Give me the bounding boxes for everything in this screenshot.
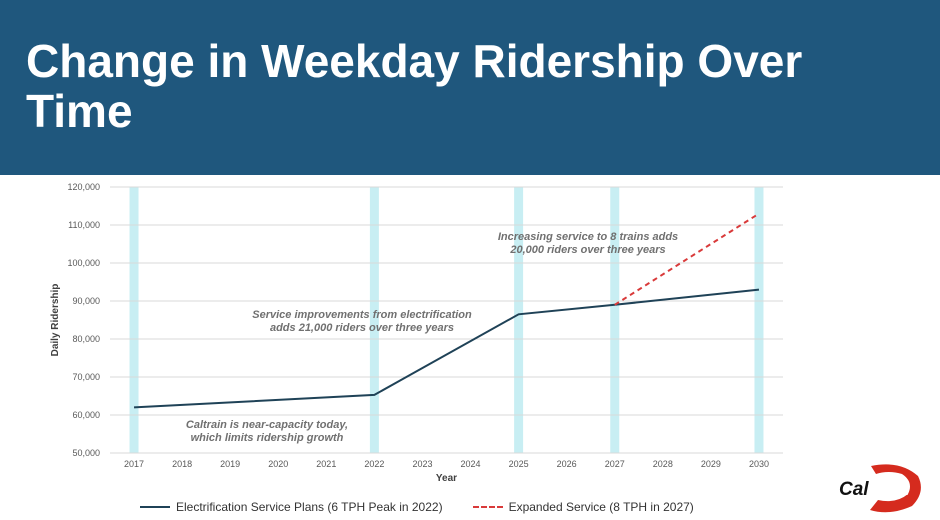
x-tick-label: 2020	[268, 459, 288, 469]
annotation-text: Caltrain is near-capacity today,	[186, 419, 348, 431]
title-banner: Change in Weekday Ridership Over Time	[0, 0, 940, 175]
x-tick-label: 2027	[605, 459, 625, 469]
y-tick-label: 100,000	[67, 258, 100, 268]
y-tick-label: 50,000	[72, 448, 100, 458]
highlight-column-2027	[610, 187, 620, 453]
page-title: Change in Weekday Ridership Over Time	[26, 35, 803, 137]
annotation-text: Increasing service to 8 trains adds	[498, 231, 678, 243]
y-tick-label: 70,000	[72, 372, 100, 382]
legend-label-electrification: Electrification Service Plans (6 TPH Pea…	[176, 500, 443, 514]
logo-red-shape	[870, 464, 921, 513]
highlight-column-2030	[754, 187, 764, 453]
x-tick-label: 2029	[701, 459, 721, 469]
logo-text: Caltrain	[839, 479, 910, 500]
series-line-electrification	[133, 288, 760, 409]
x-tick-label: 2028	[653, 459, 673, 469]
y-tick-label: 80,000	[72, 334, 100, 344]
x-tick-label: 2024	[461, 459, 481, 469]
highlight-column-2025	[514, 187, 524, 453]
x-tick-label: 2021	[316, 459, 336, 469]
x-axis-label: Year	[436, 473, 457, 484]
legend-item-expanded: Expanded Service (8 TPH in 2027)	[472, 500, 694, 514]
legend-swatch-solid-line	[140, 506, 170, 508]
x-tick-label: 2025	[509, 459, 529, 469]
x-tick-label: 2018	[172, 459, 192, 469]
x-tick-label: 2030	[749, 459, 769, 469]
highlight-column-2022	[369, 187, 379, 453]
x-tick-label: 2017	[124, 459, 144, 469]
caltrain-logo: Caltrain	[839, 464, 921, 513]
series-line-expanded	[614, 212, 760, 306]
annotation-text: Service improvements from electrificatio…	[252, 309, 472, 321]
legend-label-expanded: Expanded Service (8 TPH in 2027)	[508, 500, 694, 514]
legend-swatch-dashed-line	[472, 506, 503, 508]
y-tick-label: 120,000	[67, 182, 100, 192]
annotation-text: which limits ridership growth	[191, 432, 344, 444]
y-axis-label: Daily Ridership	[50, 284, 61, 357]
annotation-text: adds 21,000 riders over three years	[270, 322, 454, 334]
logo-text-train: train	[869, 479, 910, 500]
chart-legend: Electrification Service Plans (6 TPH Pea…	[140, 497, 724, 517]
y-tick-label: 60,000	[72, 410, 100, 420]
y-tick-label: 90,000	[72, 296, 100, 306]
x-tick-label: 2019	[220, 459, 240, 469]
y-tick-label: 110,000	[68, 220, 100, 230]
legend-item-electrification: Electrification Service Plans (6 TPH Pea…	[140, 500, 443, 514]
x-tick-label: 2026	[557, 459, 577, 469]
x-tick-label: 2022	[364, 459, 384, 469]
logo-text-cal: Cal	[839, 479, 869, 500]
annotation-text: 20,000 riders over three years	[509, 244, 665, 256]
x-tick-label: 2023	[412, 459, 432, 469]
highlight-column-2017	[129, 187, 139, 453]
